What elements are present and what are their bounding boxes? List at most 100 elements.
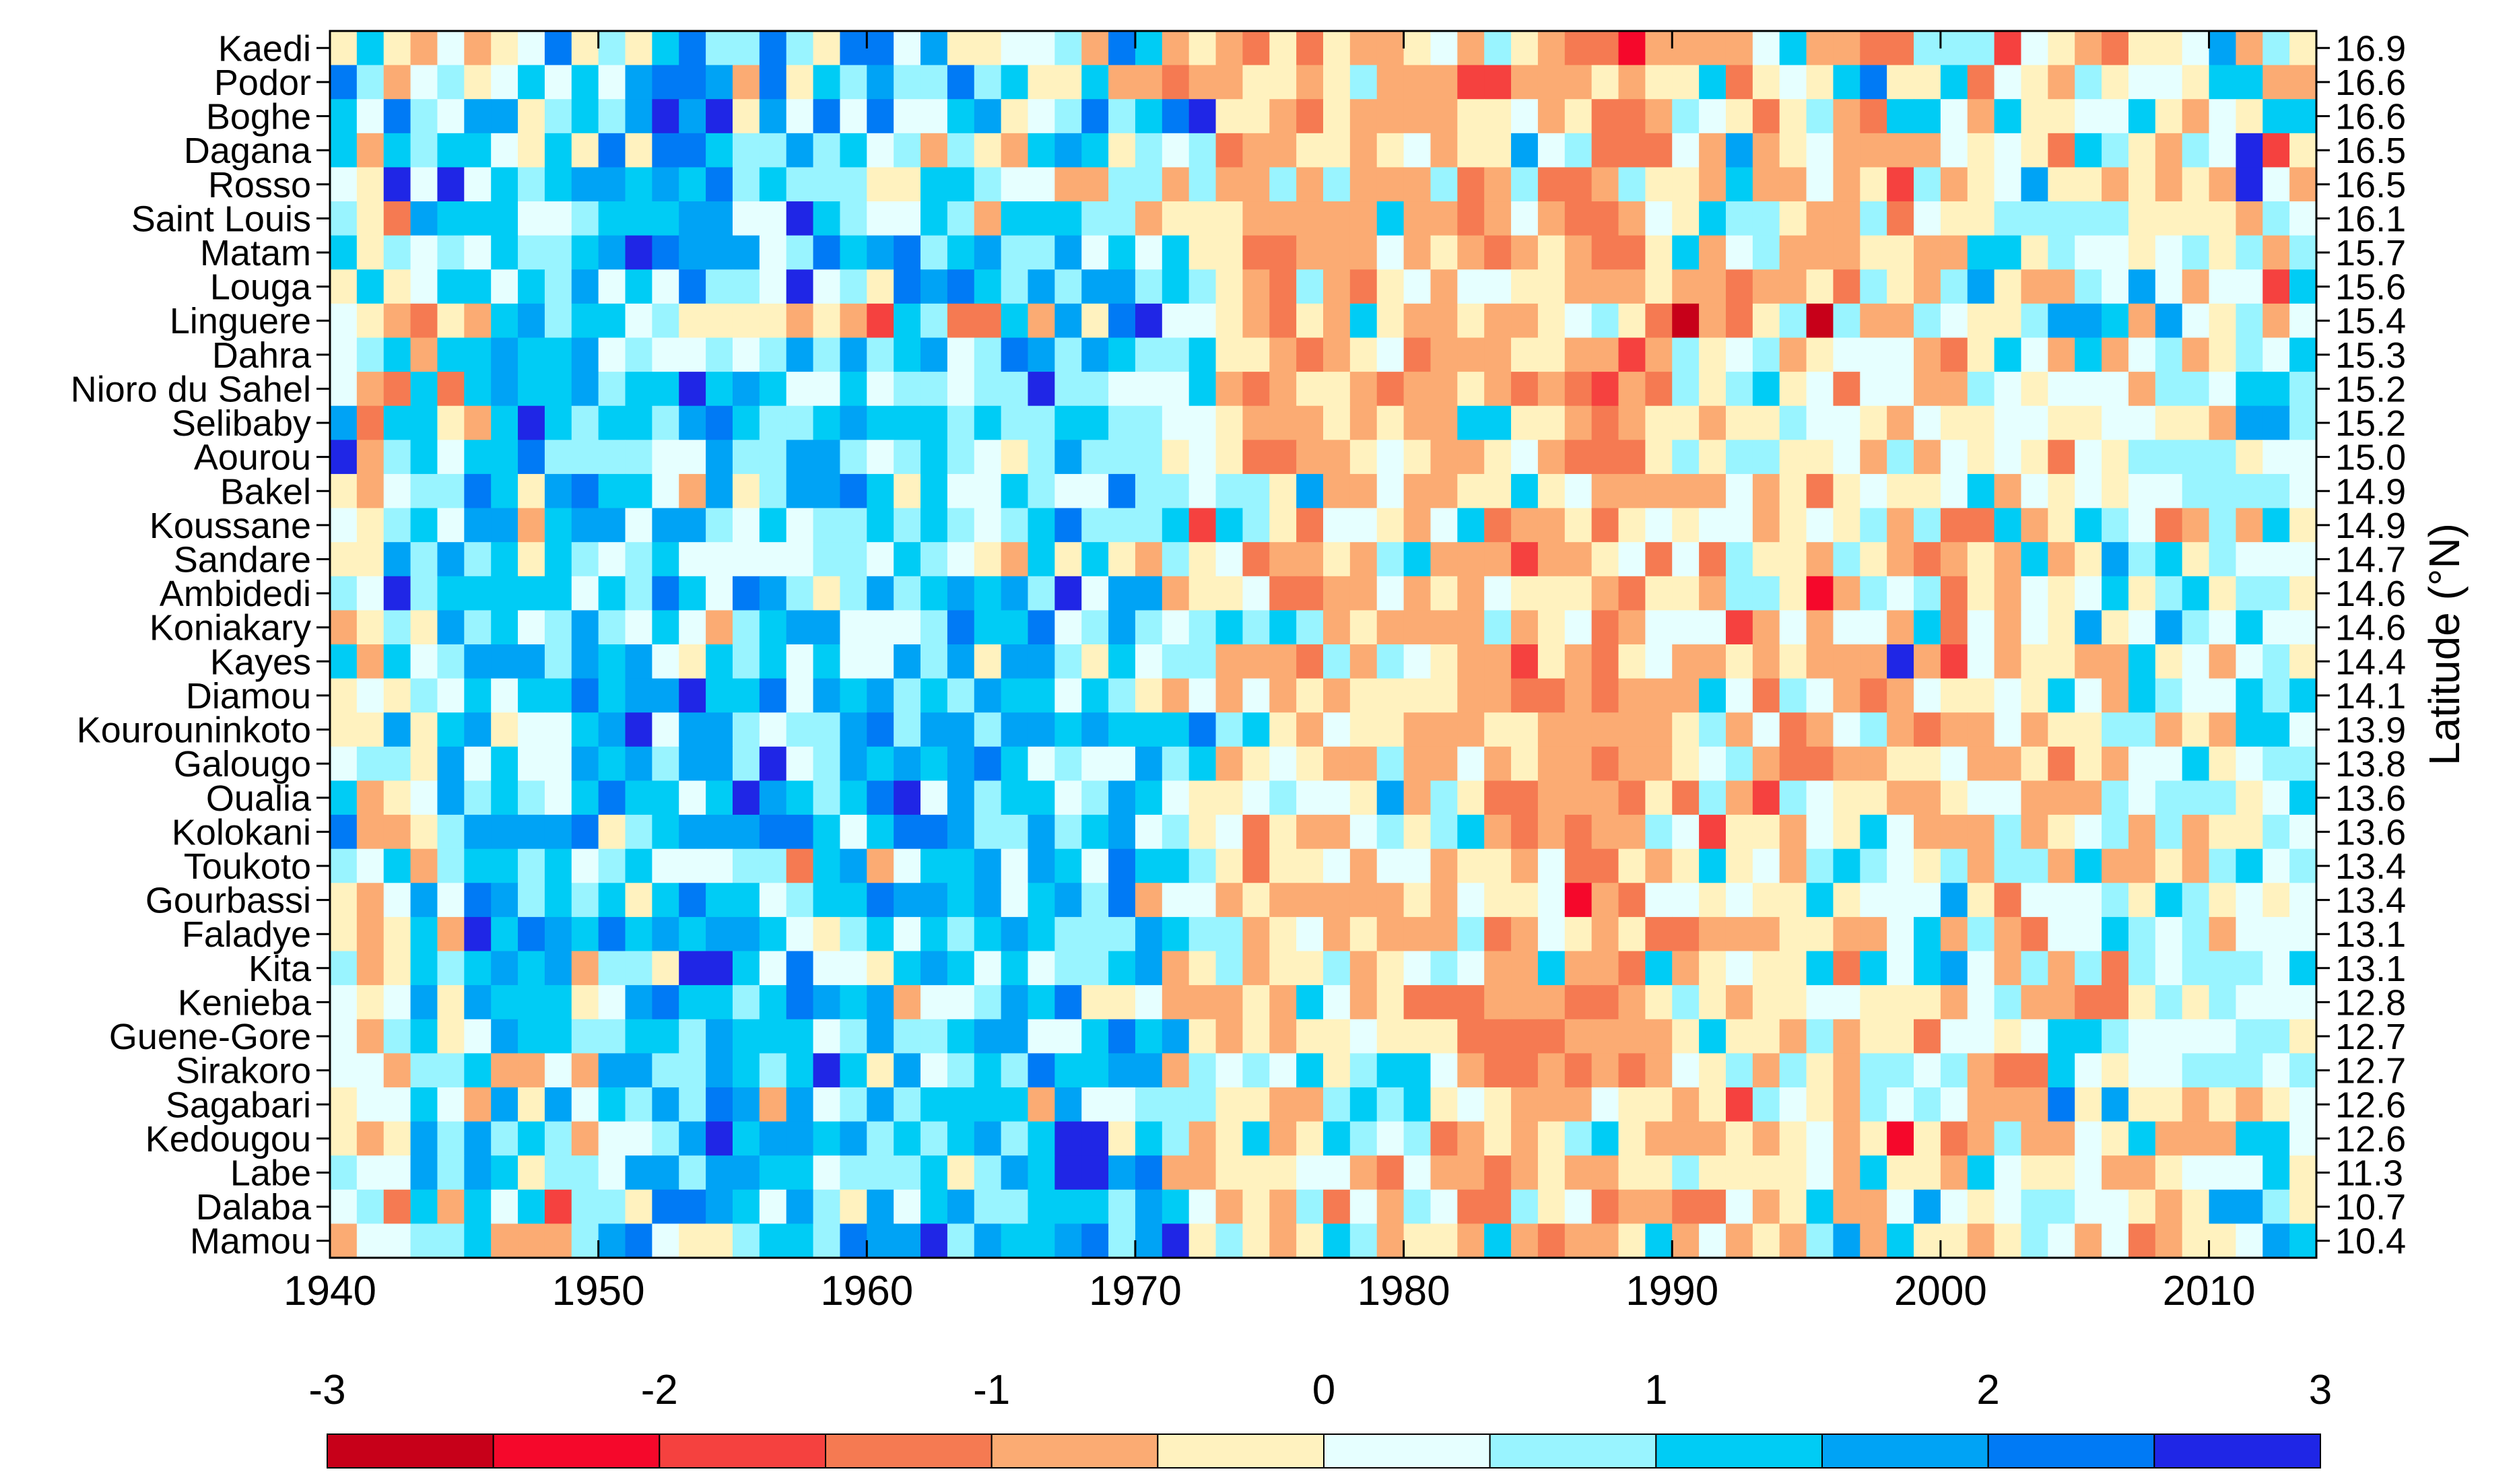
heatmap-cell (2128, 99, 2156, 134)
heatmap-cell (1752, 65, 1780, 100)
heatmap-cell (1349, 542, 1378, 577)
heatmap-cell (1672, 1053, 1700, 1088)
heatmap-cell (1752, 610, 1780, 645)
heatmap-cell (1108, 167, 1136, 202)
heatmap-cell (1162, 1223, 1190, 1258)
heatmap-cell (2048, 883, 2075, 918)
heatmap-cell (1028, 337, 1055, 372)
heatmap-cell (1779, 985, 1807, 1020)
heatmap-cell (1054, 167, 1082, 202)
heatmap-cell (652, 1121, 679, 1156)
heatmap-cell (2102, 712, 2129, 747)
heatmap-cell (1376, 1223, 1405, 1258)
heatmap-cell (652, 848, 679, 883)
heatmap-cell (1269, 1019, 1297, 1054)
latitude-label: 14.6 (2335, 574, 2406, 614)
heatmap-cell (2262, 372, 2290, 407)
heatmap-cell (1591, 99, 1619, 134)
heatmap-cell (1994, 201, 2022, 236)
heatmap-cell (1135, 883, 1163, 918)
heatmap-cell (356, 644, 384, 679)
heatmap-cell (652, 678, 679, 713)
heatmap-cell (571, 985, 599, 1020)
heatmap-cell (759, 440, 787, 475)
heatmap-cell (2262, 815, 2290, 850)
heatmap-cell (2128, 848, 2156, 883)
heatmap-cell (1779, 848, 1807, 883)
heatmap-cell (679, 405, 706, 440)
heatmap-cell (1725, 201, 1753, 236)
heatmap-cell (867, 1019, 894, 1054)
heatmap-cell (1564, 440, 1592, 475)
heatmap-cell (679, 916, 706, 952)
heatmap-cell (1403, 848, 1432, 883)
heatmap-cell (679, 1053, 706, 1088)
heatmap-cell (330, 473, 358, 509)
heatmap-cell (383, 1019, 411, 1054)
heatmap-cell (813, 848, 841, 883)
station-label: Sagabari (166, 1085, 311, 1125)
heatmap-cell (1269, 133, 1297, 168)
heatmap-cell (1484, 440, 1512, 475)
heatmap-cell (2182, 440, 2210, 475)
heatmap-cell (356, 542, 384, 577)
heatmap-cell (1215, 372, 1243, 407)
heatmap-cell (1135, 133, 1163, 168)
heatmap-cell (759, 1121, 787, 1156)
heatmap-cell (1081, 201, 1109, 236)
station-label: Koussane (149, 506, 311, 546)
heatmap-cell (2236, 1019, 2263, 1054)
heatmap-cell (598, 508, 626, 543)
heatmap-cell (947, 746, 975, 782)
heatmap-cell (356, 337, 384, 372)
heatmap-cell (1914, 440, 1941, 475)
heatmap-cell (840, 985, 867, 1020)
heatmap-cell (2262, 985, 2290, 1020)
heatmap-cell (759, 1053, 787, 1088)
heatmap-cell (1188, 916, 1217, 952)
heatmap-cell (625, 201, 652, 236)
heatmap-cell (356, 678, 384, 713)
heatmap-cell (1457, 235, 1485, 270)
heatmap-cell (1725, 1189, 1753, 1224)
heatmap-cell (1537, 985, 1566, 1020)
heatmap-cell (1162, 303, 1190, 339)
heatmap-cell (1403, 372, 1432, 407)
heatmap-cell (1242, 1189, 1270, 1224)
heatmap-cell (1591, 1223, 1619, 1258)
heatmap-cell (1591, 951, 1619, 986)
heatmap-cell (1994, 1121, 2022, 1156)
heatmap-cell (1188, 1155, 1217, 1190)
heatmap-cell (410, 678, 438, 713)
heatmap-cell (2048, 1189, 2075, 1224)
heatmap-cell (1323, 1019, 1351, 1054)
heatmap-cell (1054, 576, 1082, 611)
heatmap-cell (1994, 780, 2022, 815)
heatmap-cell (1645, 235, 1673, 270)
heatmap-cell (1806, 65, 1834, 100)
heatmap-cell (1457, 99, 1485, 134)
heatmap-cell (1618, 440, 1646, 475)
heatmap-cell (1242, 201, 1270, 236)
heatmap-cell (706, 1087, 733, 1122)
heatmap-cell (1699, 712, 1726, 747)
year-tick-label: 1970 (1089, 1268, 1182, 1314)
heatmap-cell (491, 303, 518, 339)
heatmap-cell (491, 1019, 518, 1054)
heatmap-cell (1914, 269, 1941, 304)
heatmap-cell (1349, 678, 1378, 713)
heatmap-cell (598, 815, 626, 850)
heatmap-cell (1699, 1223, 1726, 1258)
heatmap-cell (2021, 1087, 2048, 1122)
heatmap-cell (2155, 815, 2183, 850)
heatmap-cell (1108, 848, 1136, 883)
heatmap-cell (947, 1019, 975, 1054)
heatmap-cell (1672, 473, 1700, 509)
heatmap-cell (1430, 678, 1458, 713)
heatmap-cell (1914, 167, 1941, 202)
heatmap-cell (1269, 1155, 1297, 1190)
heatmap-cell (2048, 235, 2075, 270)
heatmap-cell (2075, 951, 2102, 986)
heatmap-cell (894, 883, 921, 918)
heatmap-cell (1054, 542, 1082, 577)
